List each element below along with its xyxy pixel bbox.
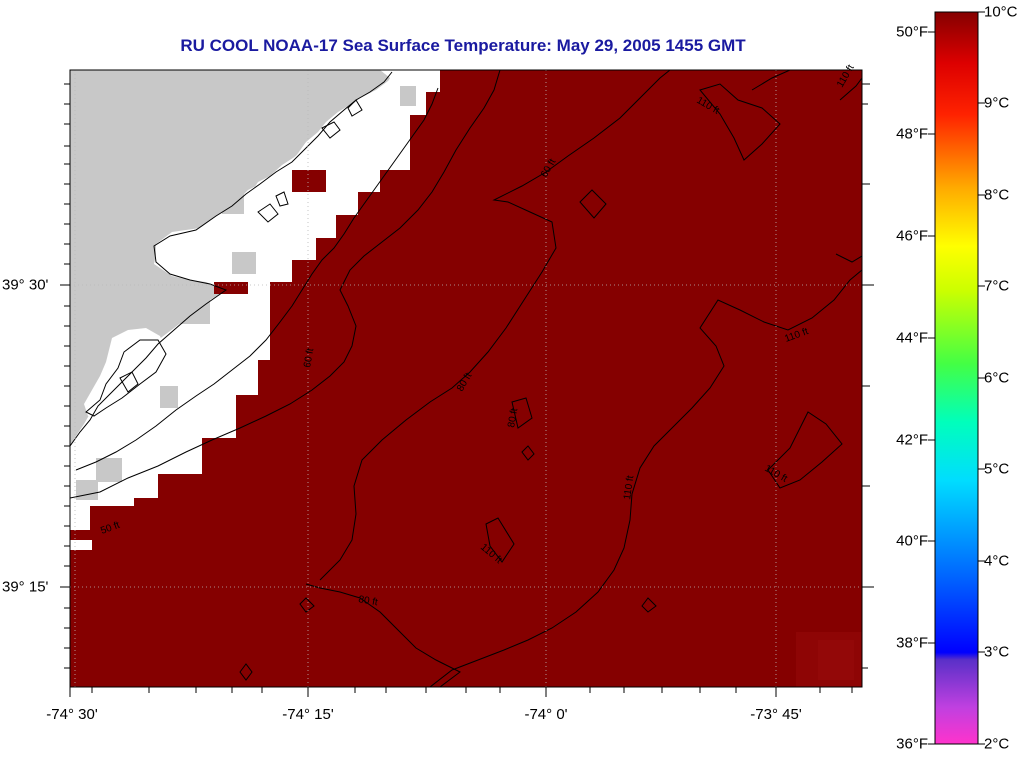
x-axis-label: -74° 0'	[524, 706, 568, 723]
isobath-60ft	[70, 70, 501, 499]
colorbar-label-fahrenheit: 50°F	[896, 23, 928, 41]
isobath-label: 80 ft	[506, 407, 520, 428]
colorbar-label-fahrenheit: 48°F	[896, 125, 928, 143]
y-axis-label: 39° 15'	[2, 578, 49, 596]
land-mass	[70, 70, 390, 446]
colorbar-label-fahrenheit: 36°F	[896, 735, 928, 753]
isobath-80ft	[319, 70, 671, 581]
colorbar	[934, 11, 979, 745]
y-axis-label: 39° 30'	[2, 276, 49, 294]
colorbar-label-celsius: 8°C	[984, 186, 1010, 204]
colorbar-label-celsius: 9°C	[984, 94, 1010, 112]
colorbar-label-celsius: 2°C	[984, 735, 1010, 753]
colorbar-label-fahrenheit: 46°F	[896, 227, 928, 245]
map-title: RU COOL NOAA-17 Sea Surface Temperature:…	[180, 36, 746, 55]
x-axis-label: -74° 15'	[282, 706, 334, 723]
x-axis-label: -73° 45'	[750, 706, 802, 723]
colorbar-label-celsius: 6°C	[984, 369, 1010, 387]
x-axis-label: -74° 30'	[46, 706, 98, 723]
colorbar-label-fahrenheit: 40°F	[896, 532, 928, 550]
colorbar-label-fahrenheit: 42°F	[896, 431, 928, 449]
colorbar-ticks	[928, 11, 985, 745]
isobath-label: 60 ft	[302, 347, 316, 368]
colorbar-label-celsius: 7°C	[984, 277, 1010, 295]
isobath-label: 80 ft	[357, 594, 378, 608]
colorbar-label-fahrenheit: 44°F	[896, 329, 928, 347]
coastline	[70, 71, 393, 447]
colorbar-label-fahrenheit: 38°F	[896, 634, 928, 652]
colorbar-label-celsius: 10°C	[984, 3, 1018, 21]
isobath-label: 110 ft	[622, 475, 636, 501]
colorbar-label-celsius: 4°C	[984, 552, 1010, 570]
colorbar-label-celsius: 3°C	[984, 643, 1010, 661]
colorbar-label-celsius: 5°C	[984, 460, 1010, 478]
